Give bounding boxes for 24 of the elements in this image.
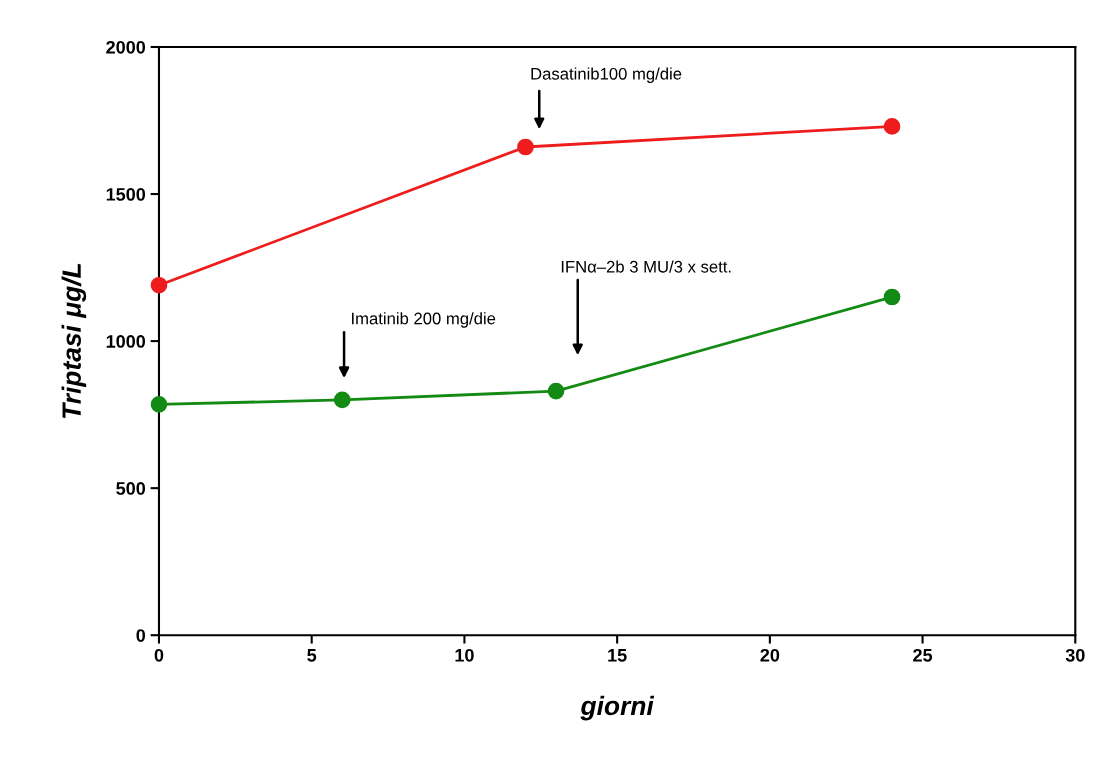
annotation: IFNα–2b 3 MU/3 x sett. (561, 260, 731, 273)
y-tick-label: 500 (116, 482, 146, 495)
x-tick-label: 10 (455, 648, 474, 662)
x-tick-label: 30 (1065, 648, 1085, 662)
point (333, 391, 351, 409)
y-axis-title: Triptasi μg/L (61, 263, 87, 419)
annotation: Imatinib 200 mg/die (352, 312, 496, 328)
point (517, 138, 534, 156)
point (883, 118, 901, 135)
y-tick-label: 2000 (106, 40, 146, 54)
x-tick-label: 15 (608, 649, 627, 662)
x-tick-label: 20 (760, 648, 780, 662)
y-tick-label: 1500 (106, 187, 146, 201)
x-tick-label: 5 (307, 649, 317, 662)
annotation: Dasatinib100 mg/die (531, 67, 682, 83)
x-axis-title: giorni (580, 695, 655, 721)
point (547, 382, 565, 400)
x-tick-label: 0 (154, 648, 164, 662)
y-tick-label: 1000 (106, 335, 146, 348)
y-tick-label: 0 (136, 629, 146, 642)
point (150, 395, 168, 413)
point (883, 288, 901, 306)
point (150, 276, 168, 294)
x-tick-label: 25 (913, 648, 933, 662)
